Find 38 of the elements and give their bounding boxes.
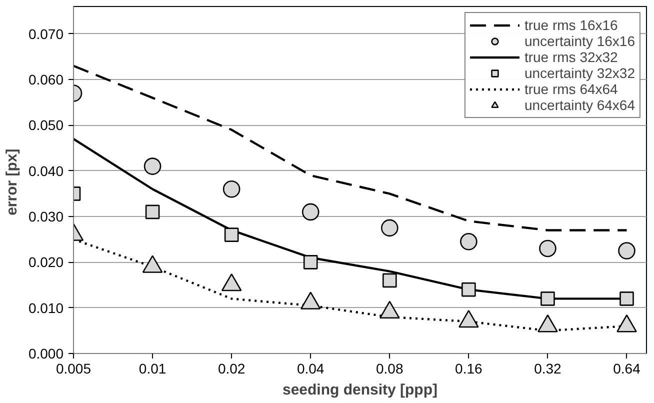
y-tick-label: 0.050 (28, 117, 64, 134)
point (620, 292, 634, 306)
point (460, 233, 478, 250)
point (539, 240, 556, 258)
point (382, 273, 397, 288)
point (224, 228, 239, 242)
point (145, 204, 160, 220)
point (303, 255, 318, 270)
y-tick-label: 0.010 (28, 300, 64, 316)
x-axis-title: seeding density [ppp] (282, 382, 438, 398)
x-tick-label: 0.005 (56, 360, 92, 376)
point (380, 219, 398, 237)
x-tick-label: 0.04 (296, 360, 324, 376)
point (144, 158, 162, 175)
x-tick-label: 0.08 (376, 360, 404, 376)
point (222, 180, 240, 198)
point (462, 282, 476, 297)
x-tick-label: 0.02 (218, 360, 246, 376)
x-tick-label: 0.16 (455, 360, 483, 376)
x-tick-label: 0.01 (138, 360, 166, 376)
legend-label: uncertainty 32x32 (524, 65, 635, 81)
y-axis-title: error [px] (3, 148, 20, 216)
y-tick-label: 0.020 (28, 254, 64, 270)
y-tick-label: 0.030 (28, 208, 64, 225)
y-tick-label: 0.060 (28, 72, 64, 88)
x-tick-label: 0.32 (534, 360, 562, 376)
legend-label: true rms 32x32 (524, 49, 618, 65)
legend-label: true rms 64x64 (524, 81, 618, 97)
legend-label: uncertainty 64x64 (524, 97, 635, 113)
point (302, 203, 320, 221)
y-tick-label: 0.040 (28, 162, 64, 179)
y-tick-label: 0.070 (28, 26, 64, 42)
x-tick-label: 0.64 (613, 360, 641, 376)
legend-label: true rms 16x16 (524, 17, 618, 33)
y-tick-label: 0.000 (28, 346, 64, 362)
point (618, 242, 636, 260)
point (540, 292, 555, 306)
legend-label: uncertainty 16x16 (524, 33, 635, 49)
